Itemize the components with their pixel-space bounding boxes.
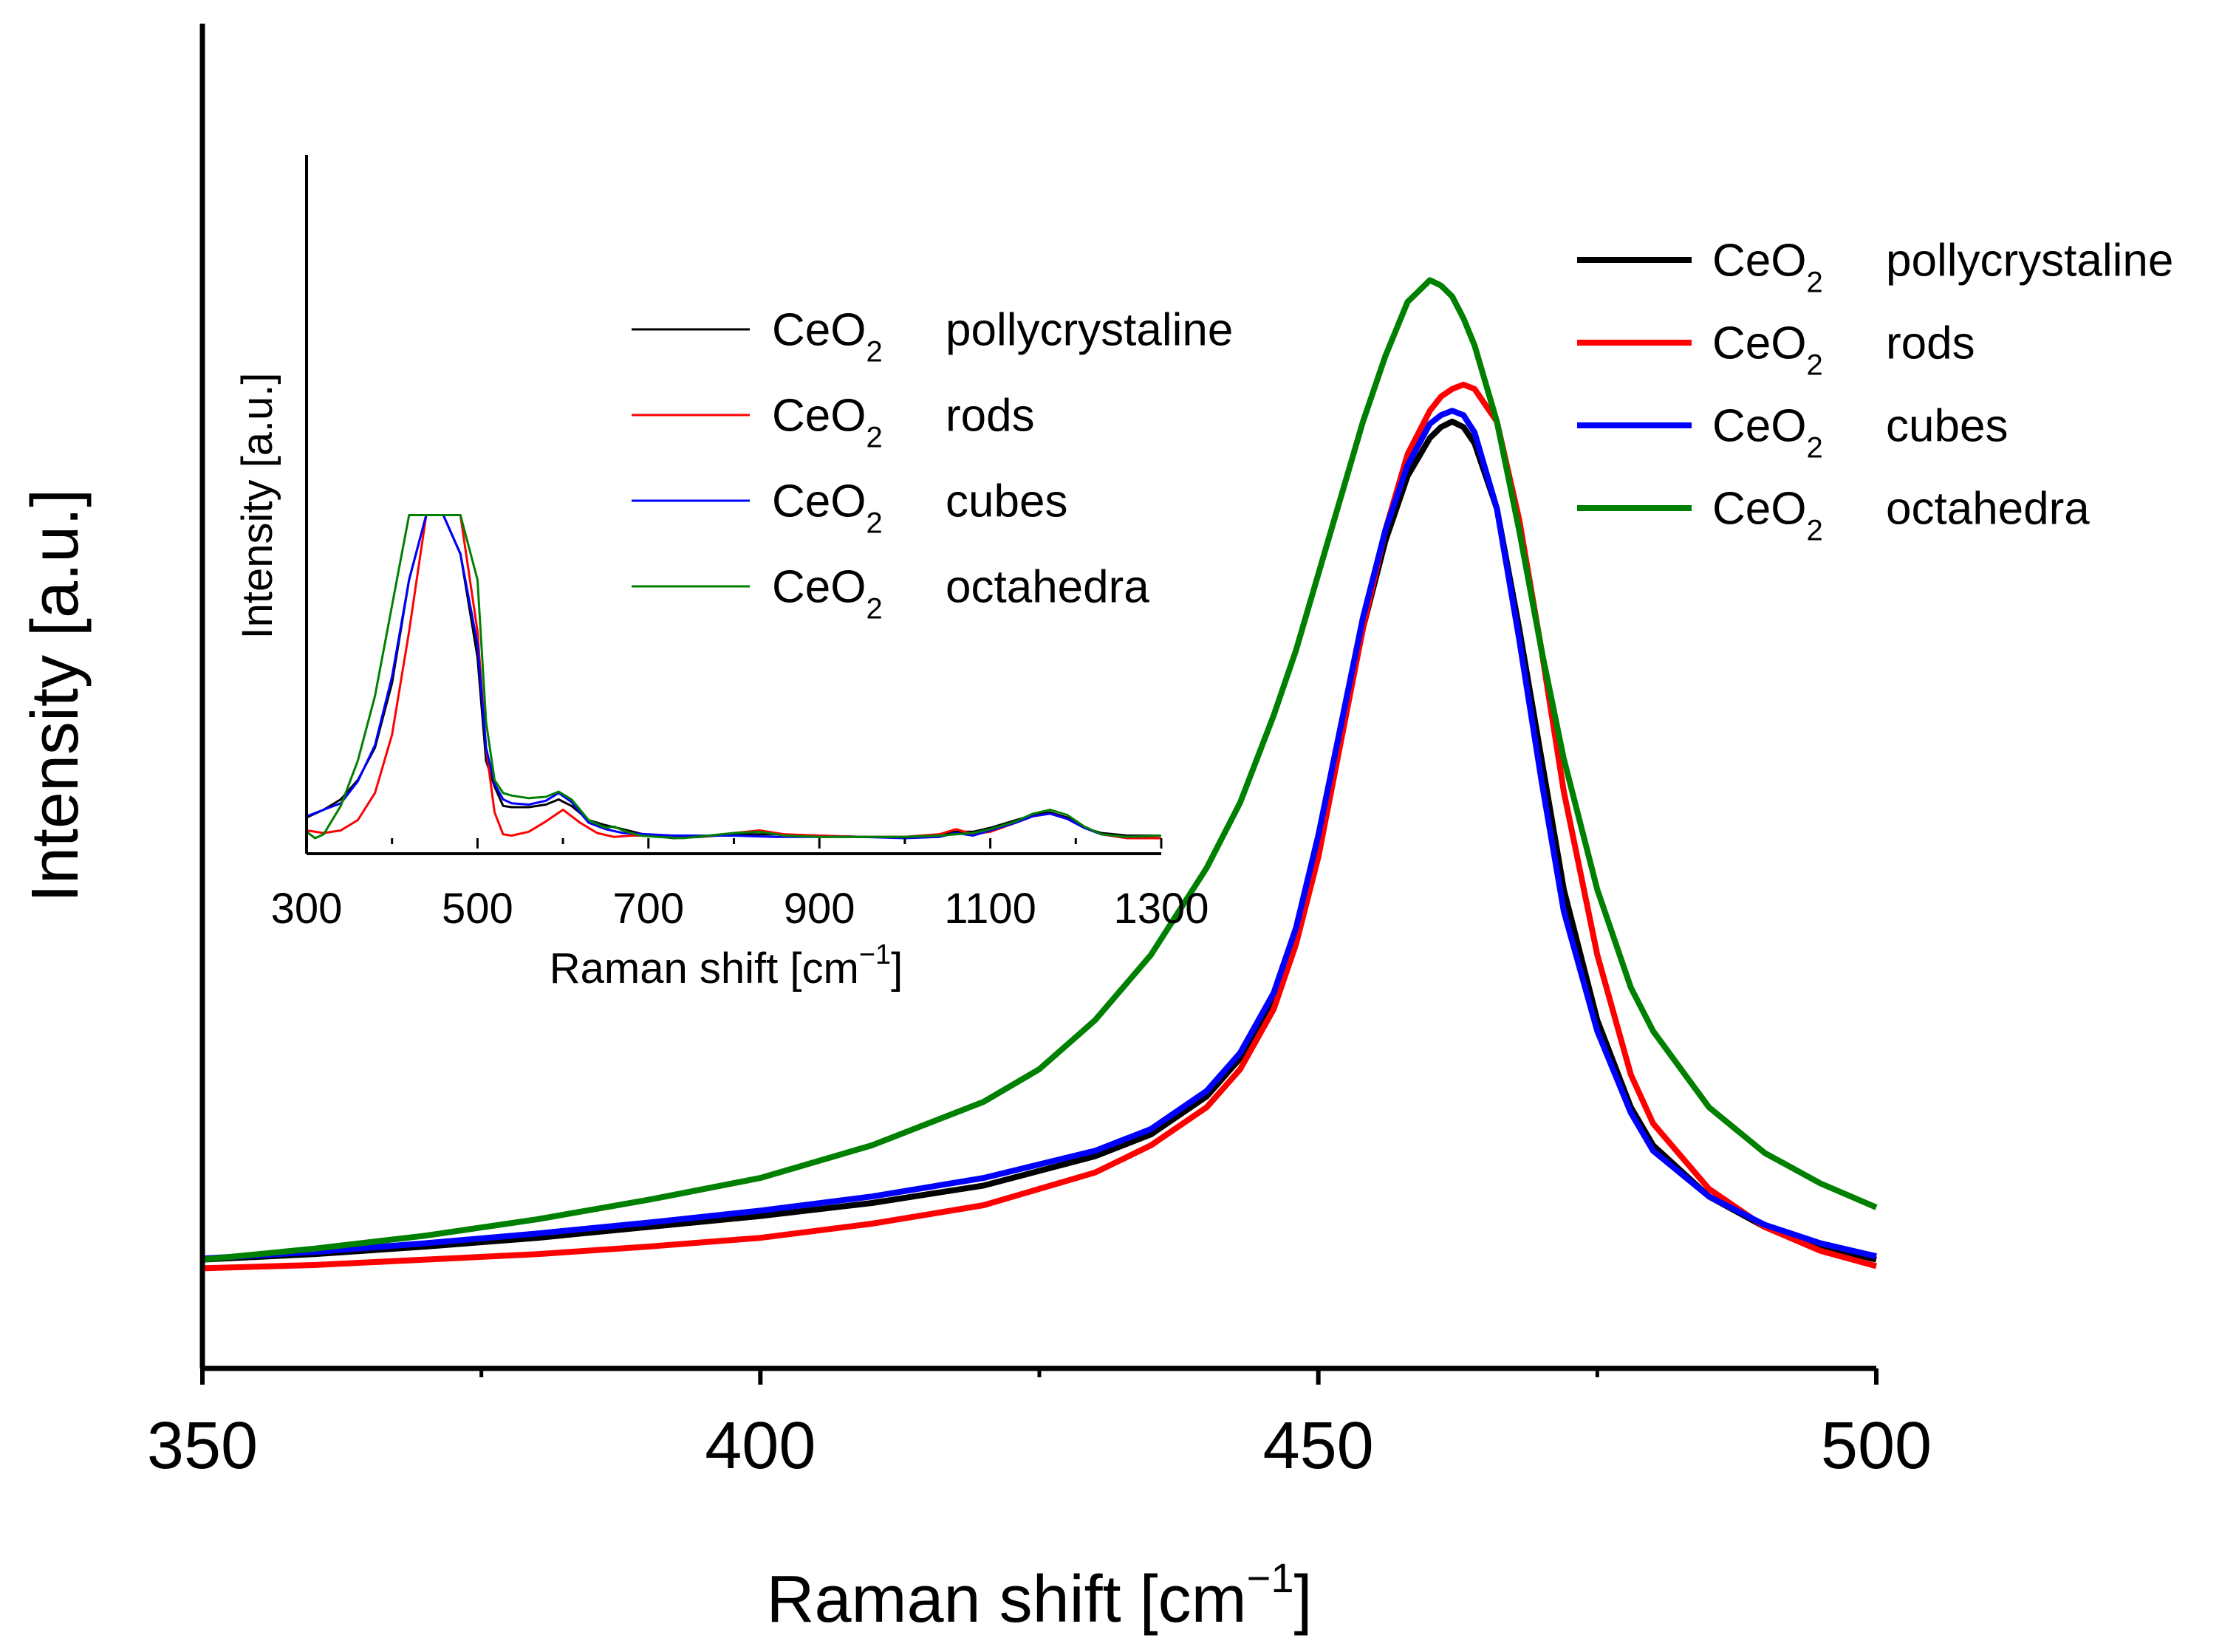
inset-tick-group: 300 500 700 900 1100 1300	[271, 838, 1209, 933]
main-x-tick-label: 500	[1821, 1409, 1932, 1483]
main-x-tick-label: 400	[705, 1409, 816, 1483]
main-x-tick-label: 350	[147, 1409, 258, 1483]
main-series-line-2	[202, 408, 1877, 1262]
inset-x-tick-label: 300	[271, 885, 343, 933]
main-y-axis-label: Intensity [a.u.]	[18, 489, 92, 902]
main-legend-entry: CeO2 rods	[1712, 318, 1975, 382]
inset-x-tick-label: 1300	[1113, 885, 1209, 933]
inset-series-line-2	[307, 514, 1161, 840]
inset-legend-entry: CeO2 rods	[772, 391, 1035, 454]
inset-series-group	[307, 514, 1161, 840]
main-x-tick-label: 450	[1263, 1409, 1374, 1483]
inset-y-axis-label: Intensity [a.u.]	[233, 372, 281, 639]
inset-x-tick-label: 1100	[944, 885, 1036, 933]
main-legend: CeO2 pollycrystaline CeO2 rods CeO2 cubes CeO2…	[1577, 236, 2173, 547]
inset-legend-entry: CeO2 pollycrystaline	[772, 305, 1233, 369]
main-tick-group: 350 400 450 500	[147, 1368, 1932, 1483]
main-legend-entry: CeO2 pollycrystaline	[1712, 236, 2173, 299]
main-legend-entry: CeO2 cubes	[1712, 401, 2008, 465]
main-series-line-3	[202, 277, 1878, 1263]
inset-x-tick-label: 500	[442, 885, 513, 933]
inset-legend-entry: CeO2 cubes	[772, 476, 1067, 540]
main-x-axis-label: Raman shift [cm−1]	[766, 1555, 1312, 1636]
main-series-group	[202, 277, 1878, 1272]
inset-plot: 300 500 700 900 1100 1300 Intensity [a.u.] Ra…	[233, 155, 1233, 993]
main-legend-entry: CeO2 octahedra	[1712, 484, 2090, 547]
main-plot: 350 400 450 500 Intensity [a.u.] Raman shif…	[18, 24, 2173, 1636]
inset-legend: CeO2 pollycrystaline CeO2 rods CeO2 cubes CeO2…	[632, 305, 1233, 626]
inset-legend-entry: CeO2 octahedra	[772, 562, 1149, 626]
inset-series-line-3	[307, 514, 1161, 840]
inset-x-axis-label: Raman shift [cm−1]	[550, 939, 903, 993]
inset-x-tick-label: 700	[612, 885, 684, 933]
inset-x-tick-label: 900	[784, 885, 855, 933]
